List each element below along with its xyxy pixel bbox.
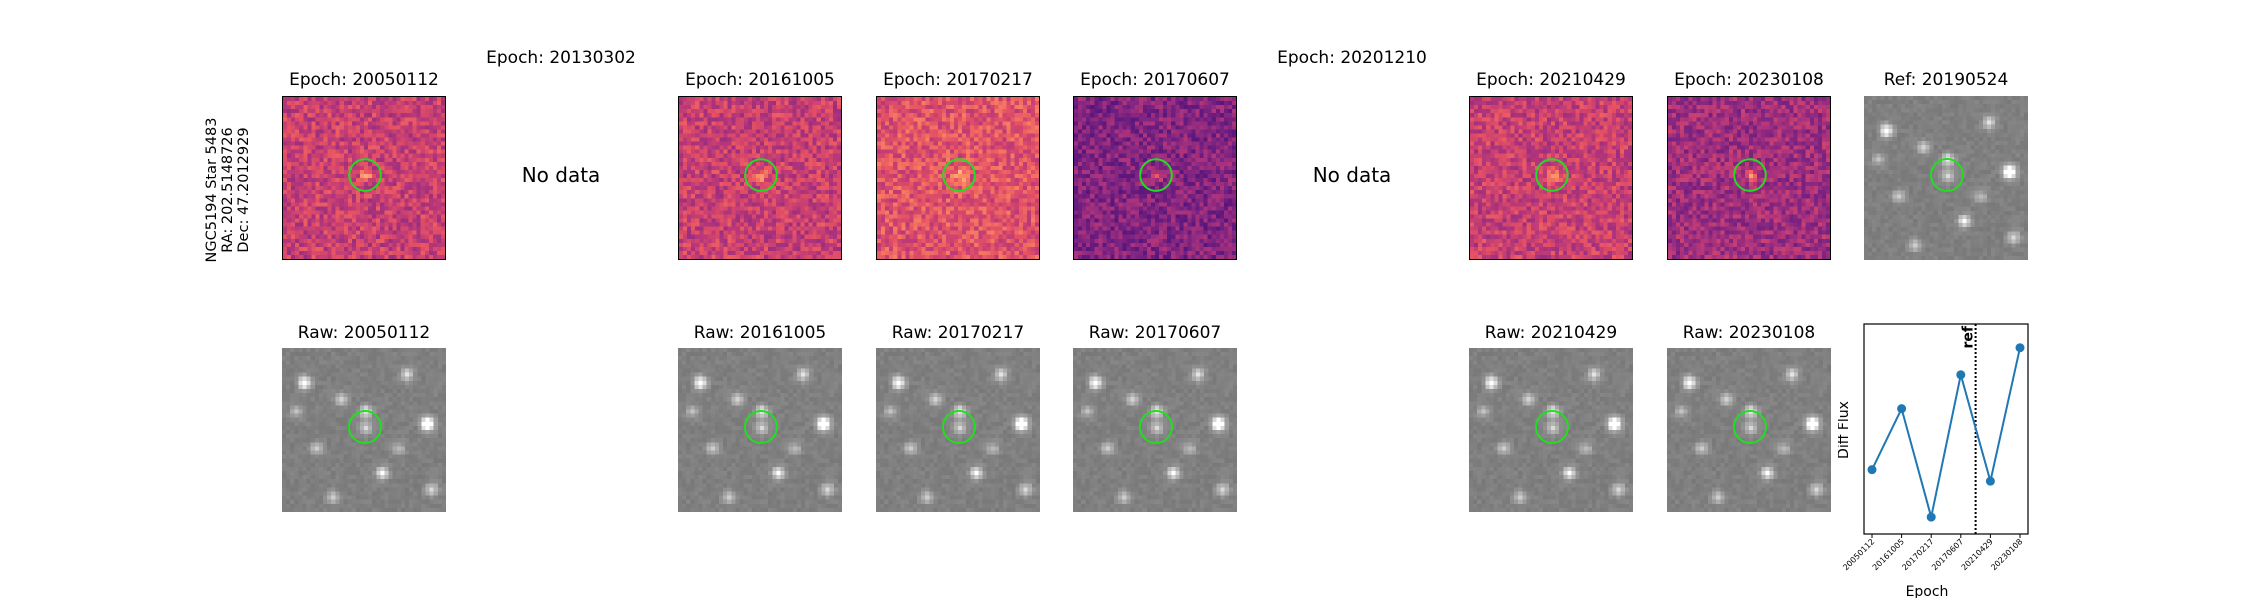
reference-line-label: ref (1961, 325, 1977, 348)
object-label: NGC5194 Star 5483 RA: 202.5148726 Dec: 4… (204, 108, 252, 272)
aperture-overlay (1535, 410, 1569, 444)
raw-image-20210429 (1469, 348, 1633, 512)
object-ra: RA: 202.5148726 (220, 127, 236, 253)
data-point (1926, 512, 1936, 522)
aperture-circle (1139, 410, 1173, 444)
raw-title-1: Raw: 20161005 (693, 323, 827, 343)
diff-title-3: Epoch: 20170217 (883, 70, 1033, 90)
raw-title-2: Raw: 20170217 (891, 323, 1025, 343)
diff-image-20050112 (282, 96, 446, 260)
diff-image-20170607 (1073, 96, 1237, 260)
aperture-circle (744, 410, 778, 444)
aperture-circle (1930, 158, 1964, 192)
diff-title-7: Epoch: 20230108 (1674, 70, 1824, 90)
aperture-circle (348, 410, 382, 444)
aperture-overlay (1139, 158, 1173, 192)
diff-image-20170217 (876, 96, 1040, 260)
raw-title-5: Raw: 20230108 (1682, 323, 1816, 343)
aperture-circle (348, 158, 382, 192)
aperture-overlay (942, 158, 976, 192)
ref-title: Ref: 20190524 (1883, 70, 2009, 90)
aperture-overlay (1535, 158, 1569, 192)
aperture-circle (1535, 158, 1569, 192)
raw-title-4: Raw: 20210429 (1484, 323, 1618, 343)
diff-image-20230108 (1667, 96, 1831, 260)
no-data-20201210: No data (1312, 163, 1392, 187)
aperture-overlay (1733, 410, 1767, 444)
raw-title-3: Raw: 20170607 (1088, 323, 1222, 343)
raw-title-0: Raw: 20050112 (297, 323, 431, 343)
aperture-circle (1733, 158, 1767, 192)
aperture-circle (1535, 410, 1569, 444)
aperture-circle (744, 158, 778, 192)
aperture-overlay (348, 410, 382, 444)
diff-title-6: Epoch: 20210429 (1476, 70, 1626, 90)
raw-image-20161005 (678, 348, 842, 512)
aperture-circle (1139, 158, 1173, 192)
diff-image-20210429 (1469, 96, 1633, 260)
raw-image-20230108 (1667, 348, 1831, 512)
series-line (1871, 347, 2021, 518)
aperture-overlay (942, 410, 976, 444)
aperture-circle (942, 158, 976, 192)
light-curve-chart: ref2005011220161005201702172017060720210… (1838, 323, 2029, 598)
data-point (1867, 465, 1877, 475)
aperture-overlay (1733, 158, 1767, 192)
no-data-20130302: No data (521, 163, 601, 187)
diff-title-5: Epoch: 20201210 (1277, 48, 1427, 68)
plot-frame (1863, 323, 2029, 535)
x-axis-label: Epoch (1906, 584, 1949, 598)
diff-image-20161005 (678, 96, 842, 260)
raw-image-20170607 (1073, 348, 1237, 512)
data-point (1956, 370, 1966, 380)
y-axis-label: Diff Flux (1838, 401, 1852, 459)
aperture-circle (1733, 410, 1767, 444)
diff-title-4: Epoch: 20170607 (1080, 70, 1230, 90)
raw-image-20170217 (876, 348, 1040, 512)
data-point (2015, 343, 2025, 353)
diff-title-1: Epoch: 20130302 (486, 48, 636, 68)
aperture-overlay (744, 410, 778, 444)
aperture-overlay (744, 158, 778, 192)
raw-image-20050112 (282, 348, 446, 512)
data-point (1897, 404, 1907, 414)
data-point (1985, 476, 1995, 486)
diff-title-0: Epoch: 20050112 (289, 70, 439, 90)
object-dec: Dec: 47.2012929 (236, 127, 252, 253)
reference-image (1864, 96, 2028, 260)
diff-title-2: Epoch: 20161005 (685, 70, 835, 90)
x-tick-label: 20230108 (1989, 537, 2024, 572)
aperture-overlay (1930, 158, 1964, 192)
aperture-overlay (348, 158, 382, 192)
aperture-circle (942, 410, 976, 444)
aperture-overlay (1139, 410, 1173, 444)
object-name: NGC5194 Star 5483 (204, 117, 220, 263)
